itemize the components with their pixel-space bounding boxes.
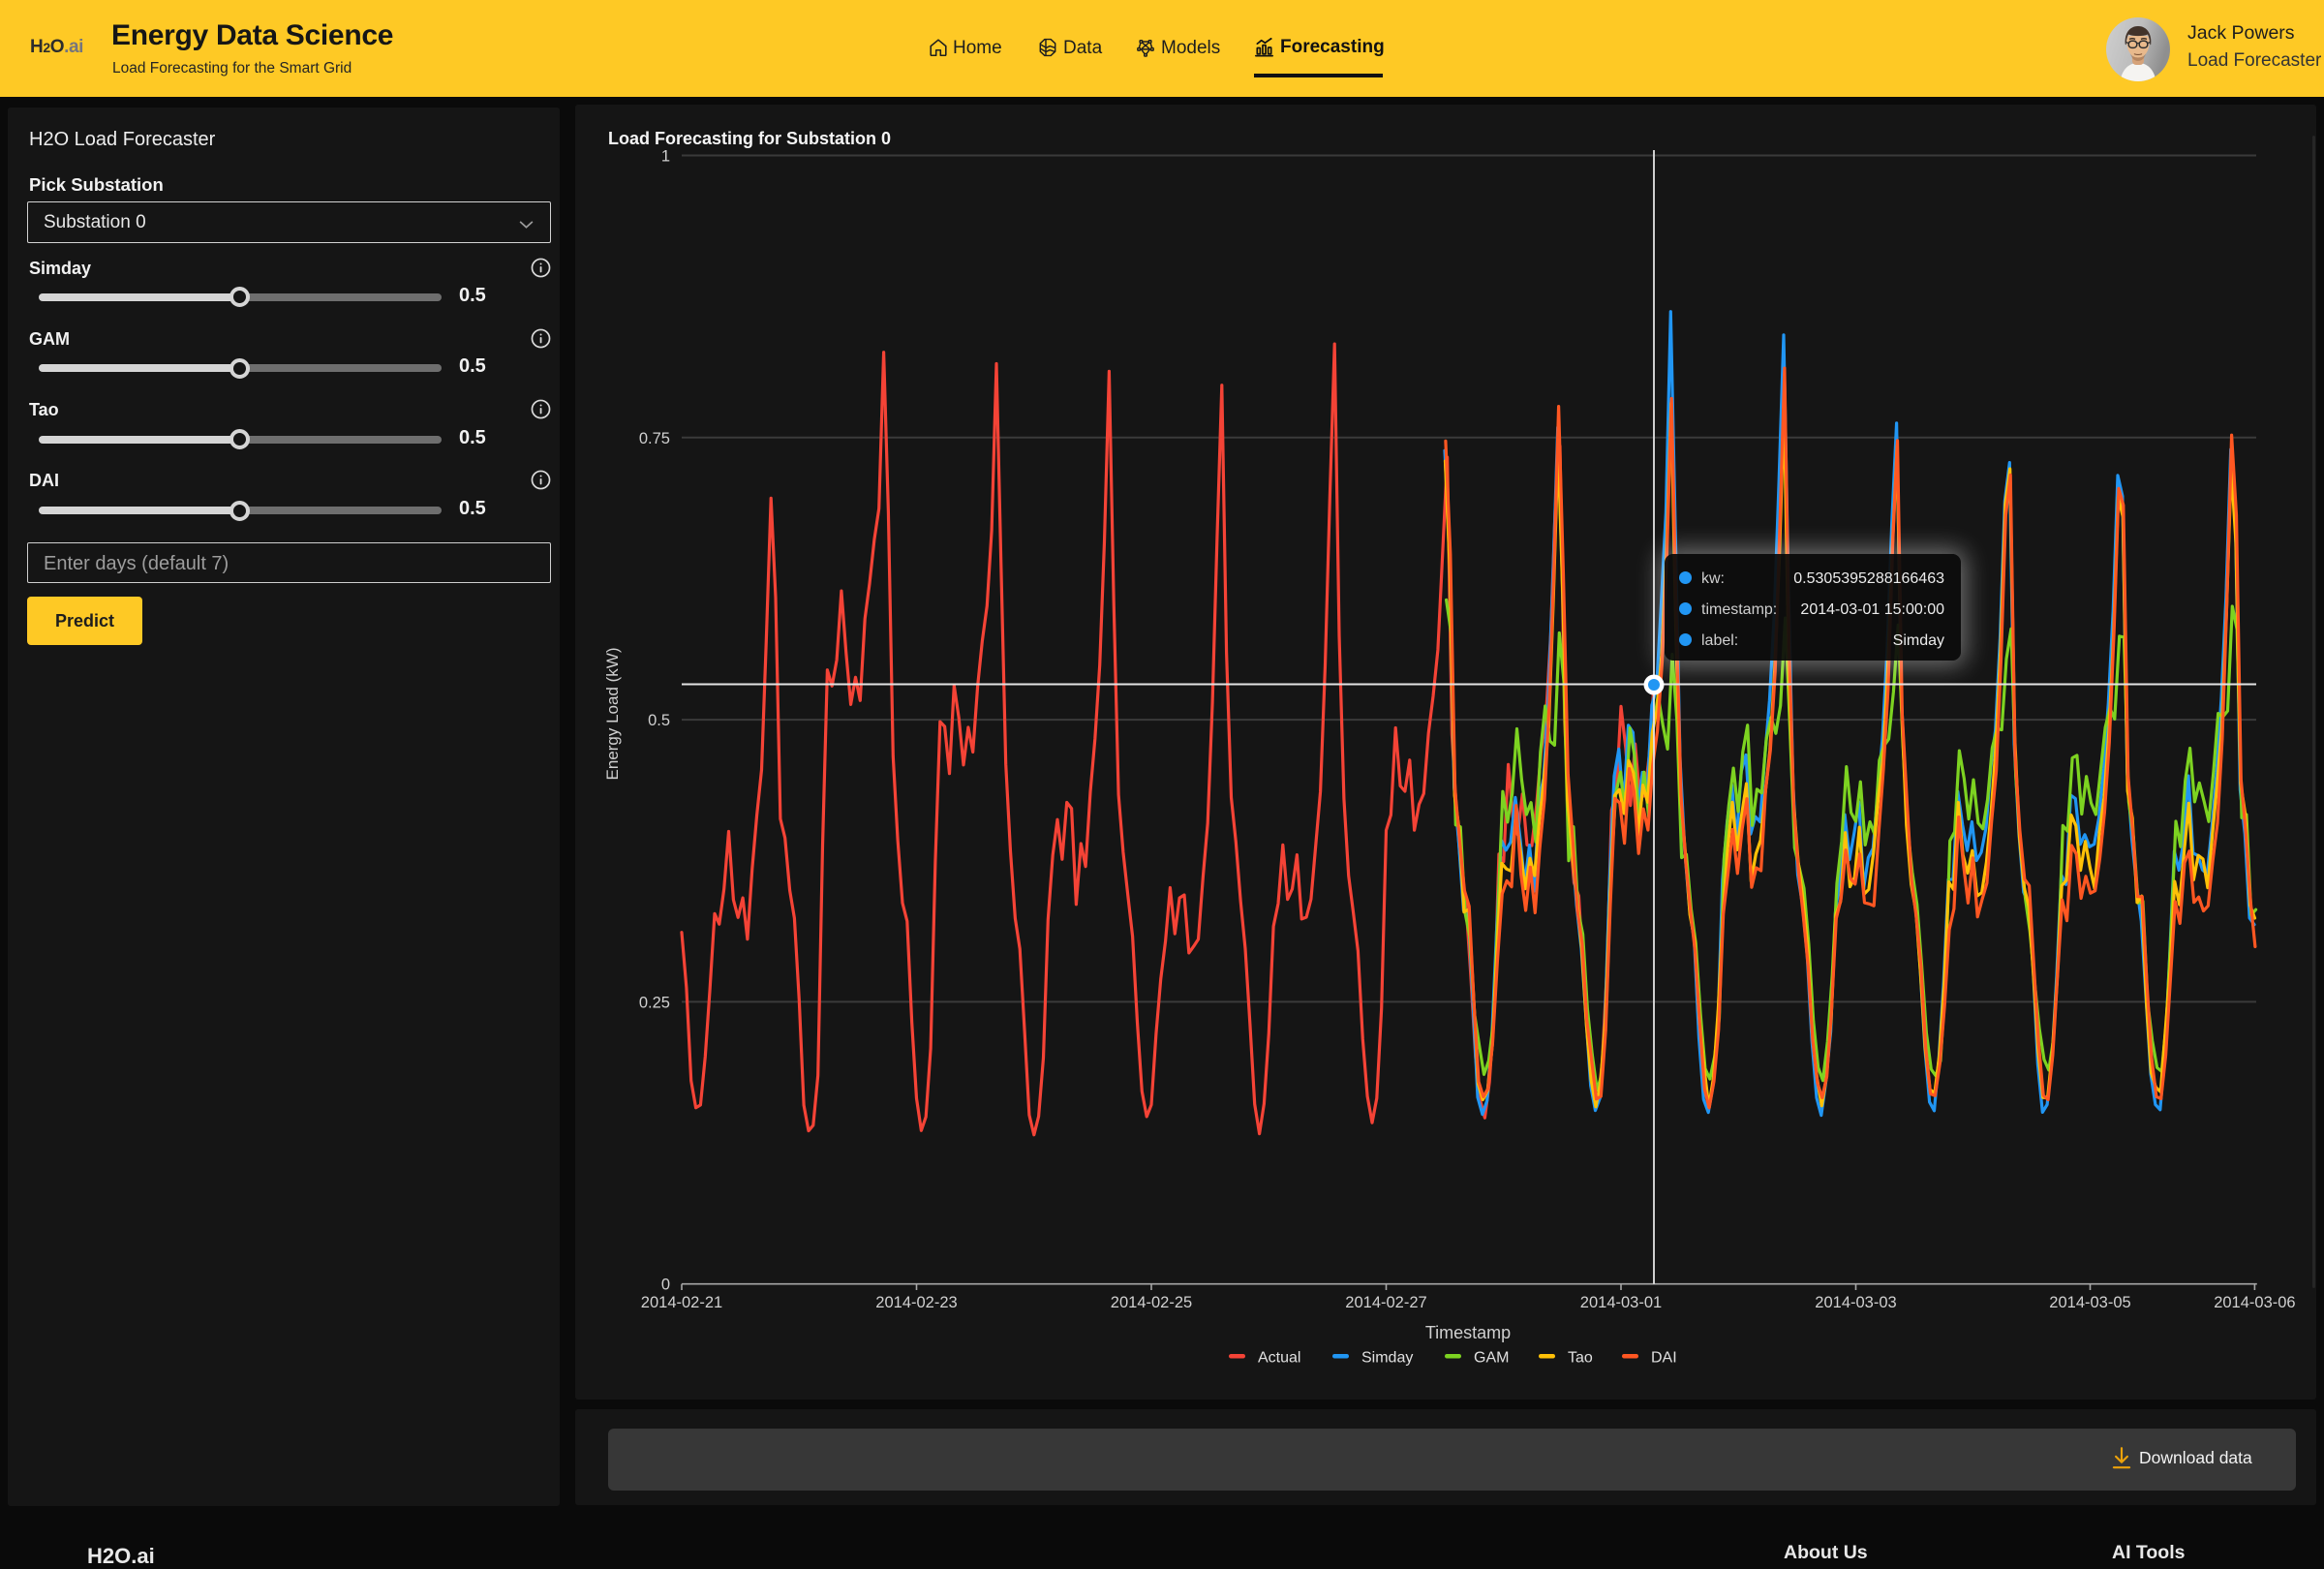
svg-text:0.25: 0.25	[639, 994, 670, 1011]
svg-text:2014-03-03: 2014-03-03	[1815, 1294, 1896, 1311]
svg-text:2014-02-25: 2014-02-25	[1111, 1294, 1192, 1311]
svg-text:0.5: 0.5	[648, 712, 670, 729]
svg-text:Energy Load (kW): Energy Load (kW)	[603, 648, 622, 781]
svg-text:2014-02-21: 2014-02-21	[641, 1294, 722, 1311]
svg-text:2014-03-05: 2014-03-05	[2049, 1294, 2130, 1311]
svg-text:DAI: DAI	[1651, 1350, 1677, 1367]
svg-text:GAM: GAM	[1474, 1350, 1509, 1367]
svg-text:Tao: Tao	[1568, 1350, 1593, 1367]
svg-text:2014-03-01: 2014-03-01	[1580, 1294, 1662, 1311]
svg-text:0: 0	[661, 1277, 670, 1294]
svg-text:Actual: Actual	[1258, 1350, 1300, 1367]
svg-text:2014-02-23: 2014-02-23	[875, 1294, 957, 1311]
svg-text:2014-02-27: 2014-02-27	[1345, 1294, 1426, 1311]
svg-text:Simday: Simday	[1361, 1350, 1413, 1367]
svg-text:0.75: 0.75	[639, 430, 670, 447]
svg-text:2014-03-06: 2014-03-06	[2214, 1294, 2295, 1311]
svg-text:Timestamp: Timestamp	[1425, 1323, 1511, 1342]
svg-text:1: 1	[661, 148, 670, 166]
